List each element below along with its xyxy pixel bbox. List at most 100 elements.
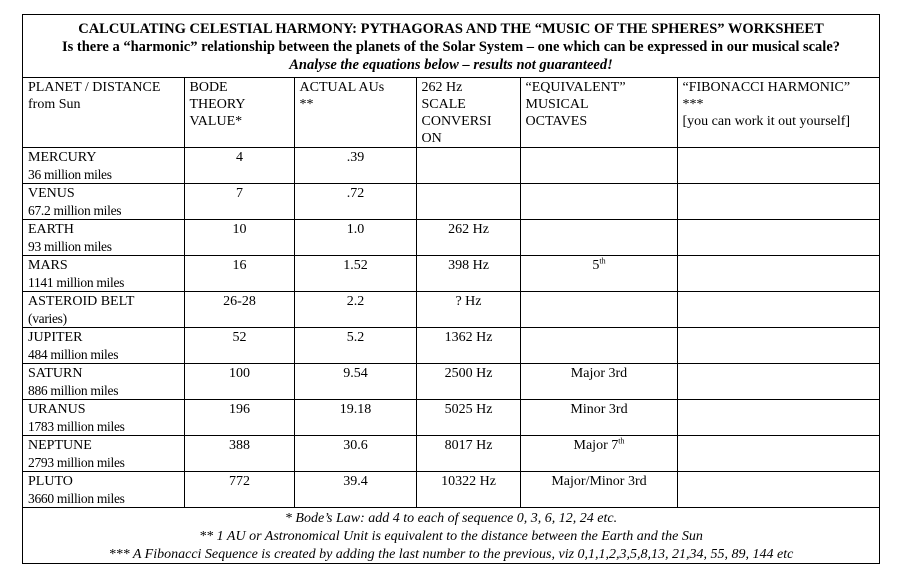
header-line: OCTAVES [525, 114, 588, 129]
bode-value: 26-28 [223, 294, 256, 309]
octave-value: Minor 3rd [570, 402, 628, 417]
planet-cell: JUPITER 484 million miles [23, 327, 185, 364]
planet-cell: PLUTO 3660 million miles [23, 471, 185, 508]
octave-cell [519, 183, 678, 220]
planet-row: MERCURY 36 million miles 4 .39 [23, 147, 879, 184]
header-cell: “EQUIVALENT” MUSICAL OCTAVES [519, 78, 678, 148]
planet-name: VENUS [28, 186, 75, 201]
bode-value: 4 [236, 150, 243, 165]
bode-cell: 4 [183, 147, 295, 184]
octave-cell [519, 291, 678, 328]
au-cell: 1.52 [293, 255, 417, 292]
planet-name: MERCURY [28, 150, 97, 165]
octave-value: 5 [592, 258, 600, 273]
fibonacci-cell [676, 255, 879, 292]
header-line: 262 Hz [421, 80, 463, 95]
header-line: PLANET / DISTANCE [28, 80, 161, 95]
octave-value: Major/Minor 3rd [551, 474, 647, 489]
planet-distance: 484 million miles [28, 347, 119, 362]
fibonacci-cell [676, 363, 879, 400]
au-value: 39.4 [343, 474, 368, 489]
title: CALCULATING CELESTIAL HARMONY: PYTHAGORA… [78, 21, 824, 37]
header-cell: “FIBONACCI HARMONIC” *** [you can work it … [676, 78, 879, 148]
notes: * Bode’s Law: add 4 to each of sequence … [23, 508, 879, 563]
planet-row: ASTEROID BELT (varies) 26-28 2.2 ? Hz [23, 291, 879, 328]
header-cell: 262 Hz SCALE CONVERSI ON [415, 78, 521, 148]
planet-cell: URANUS 1783 million miles [23, 399, 185, 436]
header-row: PLANET / DISTANCE from Sun BODE THEORY VALUE… [23, 78, 879, 148]
planet-cell: VENUS 67.2 million miles [23, 183, 185, 220]
fibonacci-cell [676, 219, 879, 256]
au-value: 30.6 [343, 438, 368, 453]
note: ** 1 AU or Astronomical Unit is equivale… [199, 529, 703, 544]
planet-name: NEPTUNE [28, 438, 92, 453]
bode-value: 388 [229, 438, 250, 453]
table-header: PLANET / DISTANCE from Sun BODE THEORY VALUE… [23, 78, 879, 148]
planet-cell: MARS 1141 million miles [23, 255, 185, 292]
note: *** A Fibonacci Sequence is created by a… [108, 547, 794, 562]
hz-cell: ? Hz [415, 291, 521, 328]
planet-name: MARS [28, 258, 68, 273]
fibonacci-cell [676, 183, 879, 220]
octave-cell [519, 219, 678, 256]
octave-cell: Minor 3rd [519, 399, 678, 436]
planet-row: URANUS 1783 million miles 196 19.18 5025 Hz M… [23, 399, 879, 436]
header-line: from Sun [28, 97, 81, 112]
au-value: 1.52 [343, 258, 368, 273]
planet-cell: SATURN 886 million miles [23, 363, 185, 400]
bode-cell: 10 [183, 219, 295, 256]
hz-value: 10322 Hz [441, 474, 496, 489]
header-line: ACTUAL AUs [299, 80, 385, 95]
header: CALCULATING CELESTIAL HARMONY: PYTHAGORA… [23, 15, 879, 78]
planet-distance: 3660 million miles [28, 491, 125, 506]
header-line: SCALE [421, 97, 466, 112]
hz-cell: 2500 Hz [415, 363, 521, 400]
fibonacci-cell [676, 147, 879, 184]
au-cell: 2.2 [293, 291, 417, 328]
hz-cell: 1362 Hz [415, 327, 521, 364]
octave-cell [519, 147, 678, 184]
octave-suffix: th [599, 256, 606, 266]
hz-cell: 10322 Hz [415, 471, 521, 508]
au-value: .72 [346, 186, 365, 201]
header-cell: ACTUAL AUs ** [293, 78, 417, 148]
planet-row: NEPTUNE 2793 million miles 388 30.6 8017 Hz M… [23, 435, 879, 472]
planet-name: URANUS [28, 402, 86, 417]
header-line: CONVERSI [421, 114, 492, 129]
planet-distance: (varies) [28, 311, 67, 326]
hz-value: 5025 Hz [444, 402, 493, 417]
planet-row: EARTH 93 million miles 10 1.0 262 Hz [23, 219, 879, 256]
header-cell: BODE THEORY VALUE* [183, 78, 295, 148]
planet-row: PLUTO 3660 million miles 772 39.4 10322 Hz Ma… [23, 471, 879, 508]
au-cell: 19.18 [293, 399, 417, 436]
au-value: 2.2 [346, 294, 365, 309]
bode-cell: 26-28 [183, 291, 295, 328]
planet-cell: MERCURY 36 million miles [23, 147, 185, 184]
au-cell: 5.2 [293, 327, 417, 364]
hz-value: 2500 Hz [444, 366, 493, 381]
planet-name: EARTH [28, 222, 74, 237]
au-cell: 39.4 [293, 471, 417, 508]
au-value: 9.54 [343, 366, 368, 381]
fibonacci-cell [676, 435, 879, 472]
planet-distance: 1783 million miles [28, 419, 125, 434]
header-line: [you can work it out yourself] [682, 114, 851, 129]
header-line: *** [682, 97, 704, 112]
bode-cell: 100 [183, 363, 295, 400]
planet-row: MARS 1141 million miles 16 1.52 398 Hz 5th [23, 255, 879, 292]
planet-row: VENUS 67.2 million miles 7 .72 [23, 183, 879, 220]
header-line: ON [421, 131, 442, 146]
bode-value: 100 [229, 366, 250, 381]
hz-value: 1362 Hz [444, 330, 493, 345]
bode-value: 196 [229, 402, 250, 417]
header-line: “EQUIVALENT” [525, 80, 626, 95]
au-cell: 9.54 [293, 363, 417, 400]
hz-value: 398 Hz [448, 258, 489, 273]
au-value: .39 [346, 150, 365, 165]
planet-distance: 886 million miles [28, 383, 119, 398]
planet-row: JUPITER 484 million miles 52 5.2 1362 Hz [23, 327, 879, 364]
fibonacci-cell [676, 399, 879, 436]
header-line: “FIBONACCI HARMONIC” [682, 80, 851, 95]
bode-cell: 16 [183, 255, 295, 292]
header-line: BODE [189, 80, 228, 95]
